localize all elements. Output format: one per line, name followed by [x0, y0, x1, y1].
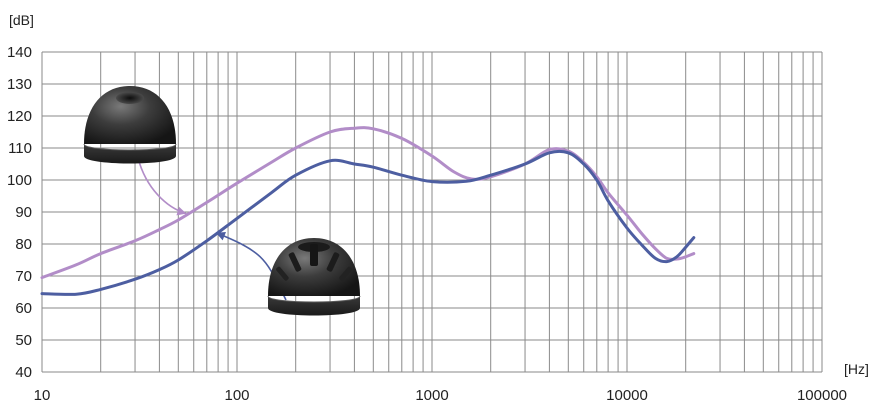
x-tick-label: 10: [34, 387, 51, 404]
grid: [41, 51, 823, 373]
axis-labels: 40 50 60 70 80 90 100 110 120 130 140 10 100 1000 1000…: [7, 12, 869, 404]
x-axis-label: [Hz]: [844, 361, 869, 377]
y-tick-label: 120: [7, 108, 32, 125]
y-tick-label: 70: [15, 268, 32, 285]
y-tick-label: 110: [8, 140, 32, 157]
y-tick-label: 50: [15, 332, 32, 349]
x-tick-label: 100000: [797, 387, 847, 404]
x-tick-label: 10000: [606, 387, 648, 404]
series-line-closed-top-ear-tip: [40, 126, 696, 280]
annotation-arrow-line: [137, 157, 187, 215]
y-tick-label: 40: [15, 364, 32, 381]
annotation-arrowhead: [176, 206, 187, 216]
x-tick-label: 100: [224, 387, 249, 404]
y-axis-label: [dB]: [9, 12, 34, 28]
y-tick-label: 140: [7, 44, 32, 61]
y-tick-label: 90: [15, 204, 32, 221]
y-tick-label: 60: [15, 300, 32, 317]
y-tick-label: 80: [15, 236, 32, 253]
vented-ear-tip-icon: [267, 238, 361, 316]
closed-top-ear-tip-icon: [83, 86, 177, 164]
y-tick-label: 130: [7, 76, 32, 93]
y-tick-label: 100: [7, 172, 32, 189]
annotation-arrowhead: [215, 231, 226, 241]
series-group: [40, 126, 696, 296]
x-tick-label: 1000: [415, 387, 448, 404]
series-line-vented-ear-tip: [40, 149, 696, 296]
